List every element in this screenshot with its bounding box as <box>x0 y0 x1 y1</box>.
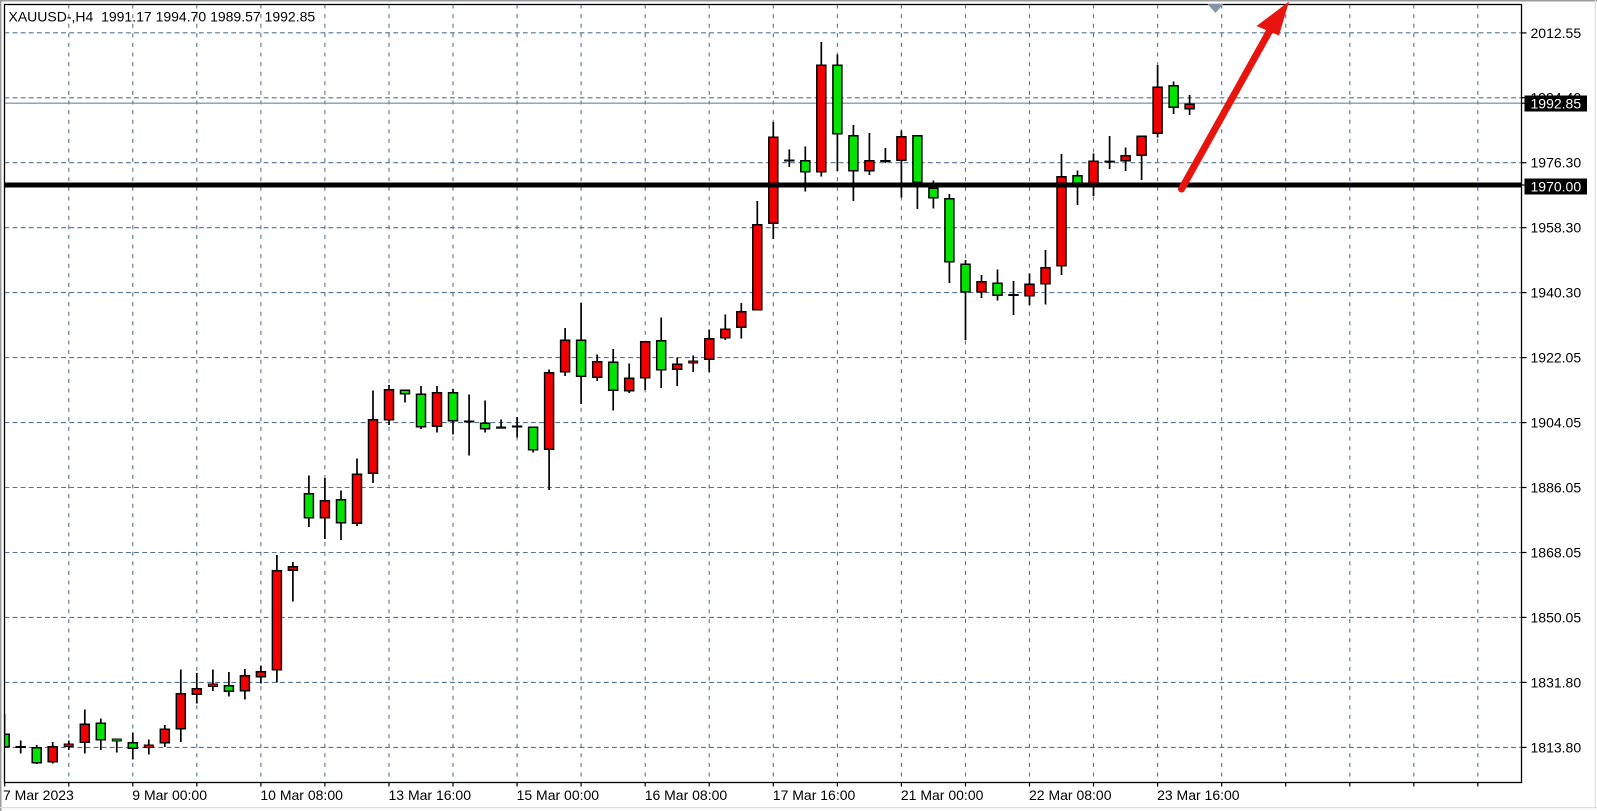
svg-text:10 Mar 08:00: 10 Mar 08:00 <box>260 787 343 803</box>
svg-text:1813.80: 1813.80 <box>1531 739 1582 755</box>
svg-text:1922.05: 1922.05 <box>1531 350 1582 366</box>
svg-text:1970.00: 1970.00 <box>1531 179 1582 195</box>
svg-text:15 Mar 00:00: 15 Mar 00:00 <box>517 787 600 803</box>
svg-text:1992.85: 1992.85 <box>1531 96 1582 112</box>
svg-text:21 Mar 00:00: 21 Mar 00:00 <box>901 787 984 803</box>
svg-text:1904.05: 1904.05 <box>1531 415 1582 431</box>
svg-text:XAUUSD-,H4 1991.17 1994.70 19: XAUUSD-,H4 1991.17 1994.70 1989.57 1992.… <box>9 8 316 24</box>
svg-text:1976.30: 1976.30 <box>1531 155 1582 171</box>
svg-text:22 Mar 08:00: 22 Mar 08:00 <box>1029 787 1112 803</box>
svg-text:1850.05: 1850.05 <box>1531 609 1582 625</box>
svg-text:13 Mar 16:00: 13 Mar 16:00 <box>389 787 472 803</box>
svg-text:1831.80: 1831.80 <box>1531 674 1582 690</box>
svg-text:9 Mar 00:00: 9 Mar 00:00 <box>132 787 207 803</box>
svg-text:7 Mar 2023: 7 Mar 2023 <box>3 787 74 803</box>
svg-text:1868.05: 1868.05 <box>1531 545 1582 561</box>
svg-text:2012.55: 2012.55 <box>1531 25 1582 41</box>
svg-text:1958.30: 1958.30 <box>1531 220 1582 236</box>
svg-text:16 Mar 08:00: 16 Mar 08:00 <box>645 787 728 803</box>
svg-text:23 Mar 16:00: 23 Mar 16:00 <box>1157 787 1240 803</box>
svg-text:1886.05: 1886.05 <box>1531 480 1582 496</box>
svg-text:17 Mar 16:00: 17 Mar 16:00 <box>773 787 856 803</box>
svg-text:1940.30: 1940.30 <box>1531 285 1582 301</box>
